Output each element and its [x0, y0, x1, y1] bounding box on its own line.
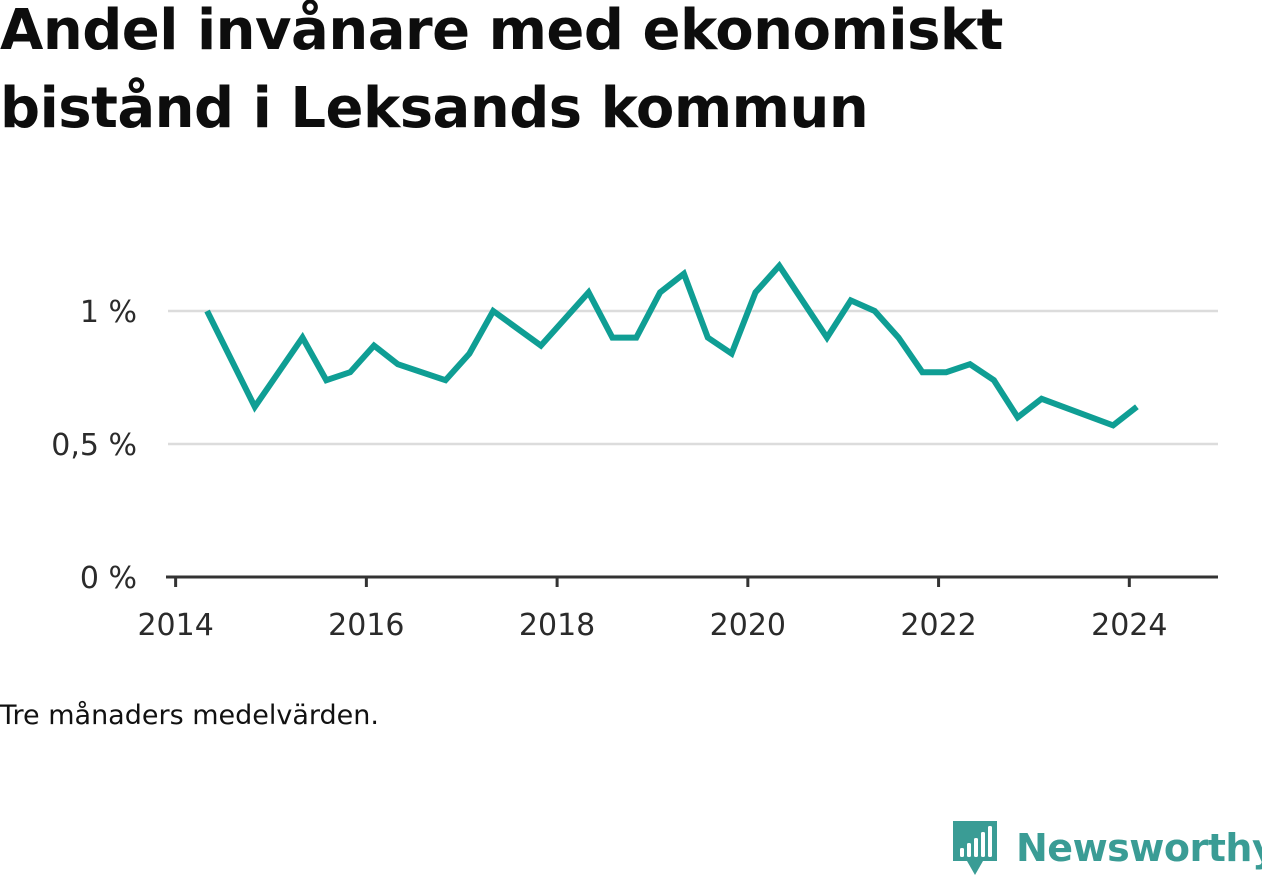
x-axis-labels: 2014 2016 2018 2020 2022 2024 [137, 608, 1167, 643]
series-layer [204, 260, 1139, 429]
y-axis-labels: 0 % 0,5 % 1 % [51, 295, 137, 596]
x-tick-label: 2014 [137, 608, 213, 643]
chart-note: Tre månaders medelvärden. [0, 700, 379, 731]
x-tick-label: 2022 [900, 608, 976, 643]
brand-name: Newsworthy [1016, 826, 1262, 870]
brand[interactable]: Newsworthy [950, 818, 1262, 878]
chart-title: Andel invånare med ekonomiskt bistånd i … [0, 0, 1003, 141]
y-tick-label: 1 % [80, 295, 137, 330]
x-tick-label: 2016 [328, 608, 404, 643]
grid-layer [168, 309, 1218, 446]
line-chart: 0 % 0,5 % 1 % 2014 2016 2018 2020 2022 2024 [51, 260, 1218, 643]
x-tick-label: 2024 [1091, 608, 1167, 643]
x-axis [166, 575, 1218, 587]
x-tick-label: 2018 [519, 608, 595, 643]
y-tick-label: 0,5 % [51, 428, 137, 463]
series-line [204, 260, 1139, 429]
newsworthy-logo-icon [953, 821, 997, 875]
y-tick-label: 0 % [80, 561, 137, 596]
x-tick-label: 2020 [710, 608, 786, 643]
